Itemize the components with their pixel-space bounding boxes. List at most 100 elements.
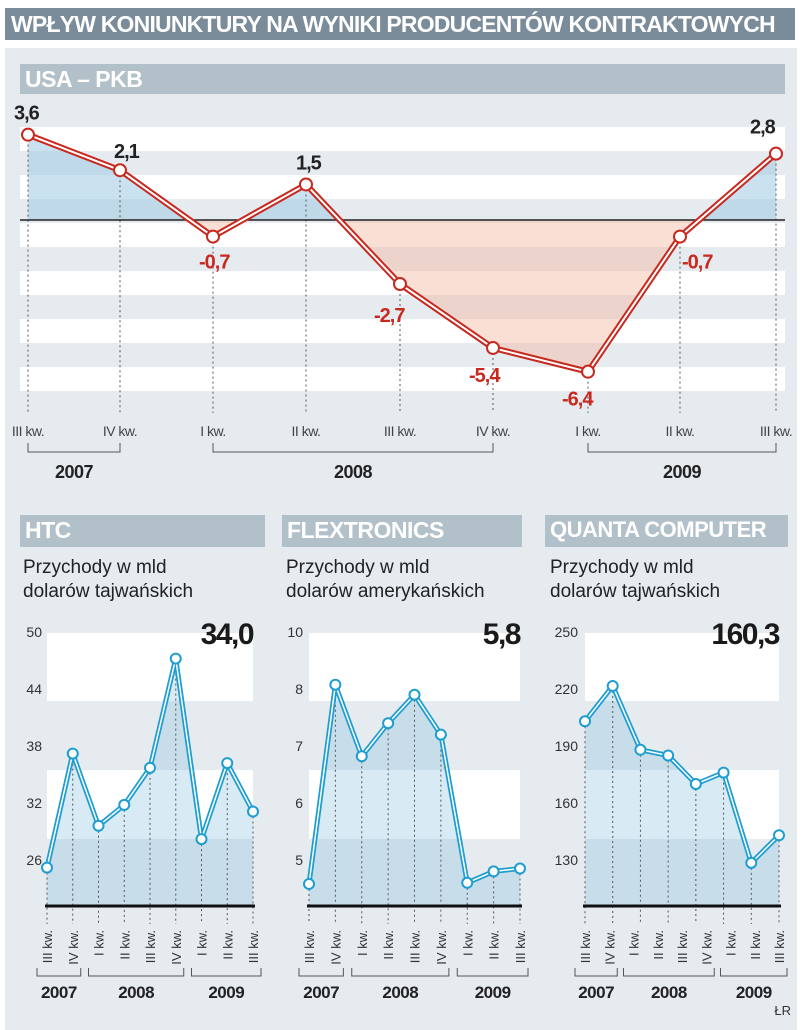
data-point [434,728,447,741]
x-tick-label: III kw. [384,423,416,439]
flextronics-subtitle-line-1: Przychody w mld [286,557,430,578]
x-tick-label: III kw. [513,930,528,963]
data-label: -0,7 [682,252,713,274]
x-tick-label: II kw. [487,930,502,960]
data-point [92,819,105,832]
x-tick-label: I kw. [200,423,226,439]
negative-area [28,220,776,372]
x-tick-label: I kw. [627,930,642,956]
x-tick-label: IV kw. [328,930,343,965]
grid-band [20,127,785,151]
data-label: -2,7 [374,305,405,327]
year-label: 2007 [578,983,614,1002]
latest-value: 5,8 [483,618,521,651]
htc-subtitle: Przychody w mld dolarów tajwańskich [23,556,193,604]
data-point [773,829,785,842]
grid-band [20,151,785,175]
year-bracket [574,968,618,977]
quanta-subtitle: Przychody w mld dolarów tajwańskich [550,556,720,604]
data-point [195,833,208,846]
year-bracket [720,968,788,977]
data-point [689,778,702,790]
year-label: 2009 [475,983,511,1002]
x-tick-label: II kw. [292,423,321,439]
year-bracket [351,968,450,977]
grid-band [20,367,785,391]
data-point [144,761,156,774]
data-point [206,229,220,244]
year-label: 2009 [736,983,772,1002]
series-area [585,685,779,906]
data-point [21,127,35,142]
y-tick-label: 130 [555,852,579,868]
data-point [299,177,313,192]
flextronics-chart: 10 8 7 6 5 5,8 III kw. IV kw. I kw. II kw. III kw.… [287,618,529,1002]
data-point [393,276,407,291]
grid-band [20,295,785,319]
data-point [487,865,500,878]
data-point [673,229,687,244]
data-label: 1,5 [296,152,322,174]
data-point [118,798,131,811]
year-bracket [212,443,494,453]
year-label: 2007 [55,462,94,482]
y-tick-label: 220 [555,681,579,697]
grid-band [20,343,785,367]
data-point [41,861,53,874]
year-bracket [191,968,262,977]
flextronics-subtitle-line-2: dolarów amerykańskich [286,581,485,602]
data-point [329,678,342,691]
data-point [355,750,368,763]
y-tick-label: 190 [555,738,579,754]
data-point [408,688,421,701]
data-point [221,757,234,770]
data-point [662,749,675,762]
x-tick-label: I kw. [92,930,107,956]
htc-subtitle-line-2: dolarów tajwańskich [23,581,194,602]
y-tick-label: 8 [295,681,303,697]
htc-title: HTC [20,515,265,547]
usa-gdp-title: USA – PKB [20,64,785,94]
x-tick-label: II kw. [651,930,666,960]
year-bracket [623,968,715,977]
y-tick-label: 7 [295,738,303,754]
data-point [581,364,595,379]
y-tick-label: 250 [555,624,579,640]
x-tick-label: III kw. [578,930,593,963]
x-tick-label: IV kw. [434,930,449,965]
usa-gdp-chart: 3,6 2,1 -0,7 1,5 -2,7 -5,4 -6,4 -0,7 2,8 III kw. I… [12,103,793,482]
x-tick-label: I kw. [724,930,739,956]
x-tick-label: IV kw. [103,423,137,439]
x-tick-label: II kw. [748,930,763,960]
grid-band [20,223,785,247]
year-label: 2008 [651,983,687,1002]
x-tick-label: I kw. [575,423,601,439]
x-tick-label: III kw. [12,423,44,439]
y-tick-label: 5 [295,852,303,868]
x-tick-label: II kw. [220,930,235,960]
x-tick-label: II kw. [666,423,695,439]
grid-band [47,633,253,701]
data-point [382,717,395,730]
data-point [634,743,647,756]
year-label: 2008 [118,983,154,1002]
latest-value: 160,3 [711,618,779,651]
latest-value: 34,0 [201,618,254,651]
htc-chart: 50 44 38 32 26 34,0 III kw. IV kw. I kw. II kw. II… [26,618,262,1002]
positive-area [28,134,776,220]
x-tick-label: III kw. [246,930,261,963]
y-tick-label: 38 [26,738,42,754]
data-point [745,856,758,869]
year-label: 2008 [334,462,373,482]
x-tick-label: IV kw. [169,930,184,965]
y-tick-label: 44 [26,681,42,697]
quanta-chart: 250 220 190 160 130 160,3 III kw. IV kw. I kw. II… [555,618,788,1002]
year-label: 2008 [382,983,418,1002]
series-line-inner [584,685,780,864]
year-bracket [456,968,529,977]
data-label: -5,4 [469,365,501,387]
x-tick-label: III kw. [302,930,317,963]
year-bracket [587,443,777,453]
grid-band [20,319,785,343]
